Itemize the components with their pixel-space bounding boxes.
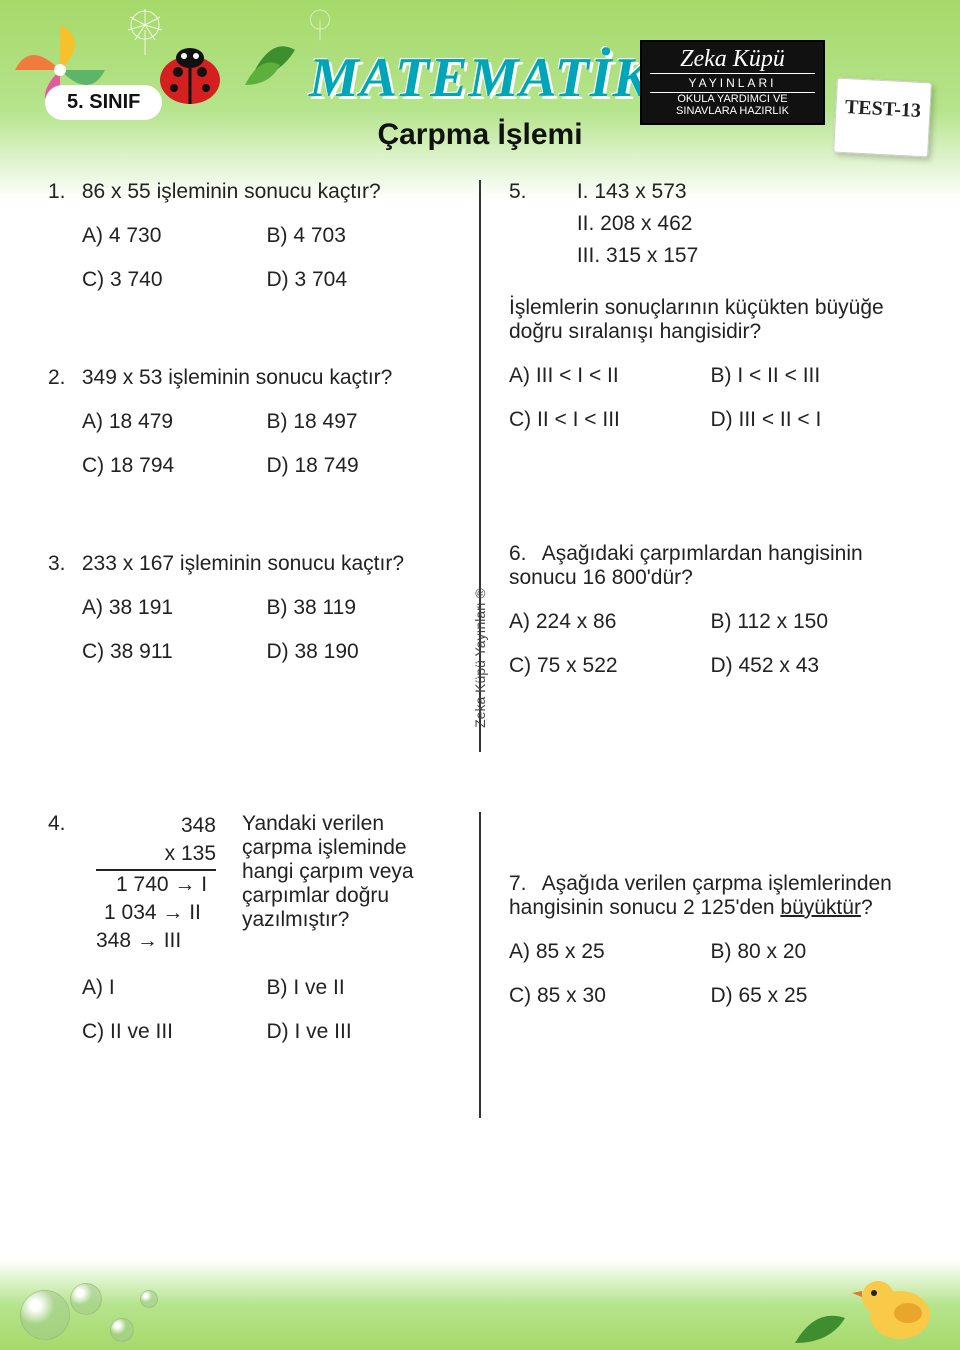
question-4: 4. 348 x 135 1 740 → I 1 034 → II 348 → …: [48, 812, 451, 1044]
watermark-vertical: Zeka Küpü Yayınları ®: [472, 588, 488, 728]
option-c[interactable]: C) 3 740: [82, 268, 267, 292]
leaf-icon: [790, 1303, 850, 1348]
roman-item: III. 315 x 157: [577, 244, 698, 268]
right-column: 5. I. 143 x 573 II. 208 x 462 III. 315 x…: [479, 180, 912, 752]
bubble-icon: [140, 1290, 158, 1308]
publisher-tagline: OKULA YARDIMCI VE SINAVLARA HAZIRLIK: [650, 93, 815, 117]
option-b[interactable]: B) 4 703: [267, 224, 452, 248]
mult-row: 348 → III: [96, 927, 216, 955]
chick-icon: [850, 1265, 940, 1345]
option-a[interactable]: A) 85 x 25: [509, 940, 711, 964]
mult-row: 1 740 → I: [96, 871, 216, 899]
q-text: İşlemlerin sonuçlarının küçükten büyüğe …: [509, 296, 912, 344]
option-d[interactable]: D) 452 x 43: [711, 654, 913, 678]
q-number: 5.: [509, 180, 537, 204]
q-text: 233 x 167 işleminin sonucu kaçtır?: [82, 552, 404, 575]
content-area: 1. 86 x 55 işleminin sonucu kaçtır? A) 4…: [48, 180, 912, 1250]
left-column-2: 4. 348 x 135 1 740 → I 1 034 → II 348 → …: [48, 812, 479, 1118]
mult-row: x 135: [96, 840, 216, 868]
question-5: 5. I. 143 x 573 II. 208 x 462 III. 315 x…: [509, 180, 912, 432]
option-b[interactable]: B) I ve II: [267, 976, 452, 1000]
option-c[interactable]: C) 18 794: [82, 454, 267, 478]
option-b[interactable]: B) 112 x 150: [711, 610, 913, 634]
q-number: 1.: [48, 180, 76, 204]
dandelion-icon: [300, 2, 340, 42]
option-d[interactable]: D) 18 749: [267, 454, 452, 478]
option-d[interactable]: D) 65 x 25: [711, 984, 913, 1008]
bubble-icon: [70, 1283, 102, 1315]
publisher-sub: YAYINLARI: [650, 73, 815, 93]
option-b[interactable]: B) 80 x 20: [711, 940, 913, 964]
bubble-icon: [110, 1318, 134, 1342]
option-a[interactable]: A) I: [82, 976, 267, 1000]
question-6: 6. Aşağıdaki çarpımlardan hangisinin son…: [509, 542, 912, 678]
option-d[interactable]: D) 38 190: [267, 640, 452, 664]
q-text-underline: büyüktür: [780, 896, 861, 919]
option-d[interactable]: D) I ve III: [267, 1020, 452, 1044]
q-number: 4.: [48, 812, 76, 836]
option-a[interactable]: A) 4 730: [82, 224, 267, 248]
q-text: Yandaki verilen çarpma işleminde hangi ç…: [236, 812, 451, 956]
q-number: 3.: [48, 552, 76, 576]
right-column-2: 7. Aşağıda verilen çarpma işlemlerinden …: [479, 812, 912, 1118]
q-number: 7.: [509, 872, 537, 896]
q-text: Aşağıdaki çarpımlardan hangisinin sonucu…: [509, 542, 863, 589]
q-number: 2.: [48, 366, 76, 390]
option-b[interactable]: B) 38 119: [267, 596, 452, 620]
option-a[interactable]: A) 38 191: [82, 596, 267, 620]
option-c[interactable]: C) II < I < III: [509, 408, 711, 432]
test-badge: TEST-13: [833, 78, 932, 158]
option-c[interactable]: C) II ve III: [82, 1020, 267, 1044]
question-3: 3. 233 x 167 işleminin sonucu kaçtır? A)…: [48, 552, 451, 664]
q-text: 86 x 55 işleminin sonucu kaçtır?: [82, 180, 381, 203]
publisher-box: Zeka Küpü YAYINLARI OKULA YARDIMCI VE SI…: [640, 40, 825, 125]
multiplication-work: 348 x 135 1 740 → I 1 034 → II 348 → III: [96, 812, 216, 956]
option-c[interactable]: C) 85 x 30: [509, 984, 711, 1008]
option-a[interactable]: A) 224 x 86: [509, 610, 711, 634]
q-text: Aşağıda verilen çarpma işlemlerinden han…: [509, 872, 892, 919]
option-d[interactable]: D) 3 704: [267, 268, 452, 292]
mult-row: 1 034 → II: [96, 899, 216, 927]
q-text: 349 x 53 işleminin sonucu kaçtır?: [82, 366, 393, 389]
option-b[interactable]: B) 18 497: [267, 410, 452, 434]
option-a[interactable]: A) 18 479: [82, 410, 267, 434]
option-d[interactable]: D) III < II < I: [711, 408, 913, 432]
roman-item: I. 143 x 573: [577, 180, 698, 204]
publisher-name: Zeka Küpü: [650, 46, 815, 73]
option-a[interactable]: A) III < I < II: [509, 364, 711, 388]
option-c[interactable]: C) 38 911: [82, 640, 267, 664]
question-1: 1. 86 x 55 işleminin sonucu kaçtır? A) 4…: [48, 180, 451, 292]
option-b[interactable]: B) I < II < III: [711, 364, 913, 388]
q-number: 6.: [509, 542, 537, 566]
test-label: TEST-13: [835, 78, 932, 124]
question-2: 2. 349 x 53 işleminin sonucu kaçtır? A) …: [48, 366, 451, 478]
option-c[interactable]: C) 75 x 522: [509, 654, 711, 678]
bubble-icon: [20, 1290, 70, 1340]
roman-item: II. 208 x 462: [577, 212, 698, 236]
q-text-post: ?: [861, 896, 873, 919]
question-7: 7. Aşağıda verilen çarpma işlemlerinden …: [509, 872, 912, 1008]
mult-row: 348: [96, 812, 216, 840]
left-column: 1. 86 x 55 işleminin sonucu kaçtır? A) 4…: [48, 180, 479, 752]
